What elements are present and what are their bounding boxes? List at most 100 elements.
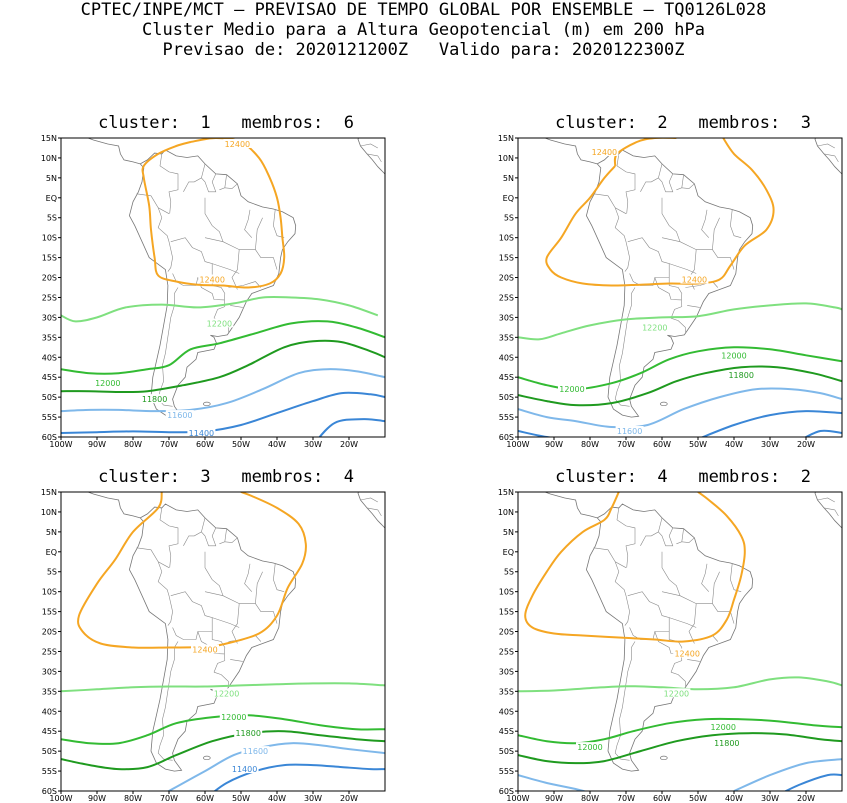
lon-tick-label: 30W <box>761 794 779 803</box>
lon-tick-label: 20W <box>340 794 358 803</box>
coastline-segment <box>545 466 565 490</box>
panel-2-title: cluster: 2 membros: 3 <box>555 113 811 133</box>
lat-tick-label: 40S <box>499 707 514 716</box>
lat-tick-label: 15N <box>41 134 57 143</box>
contour-label-bg <box>165 410 194 420</box>
contour-label: 12000 <box>559 385 584 394</box>
border-line <box>831 456 836 484</box>
lat-tick-label: 25S <box>42 647 57 656</box>
lon-tick-label: 70W <box>617 794 635 803</box>
lon-tick-label: 50W <box>689 794 707 803</box>
border-line <box>640 163 663 192</box>
lat-tick-label: 10S <box>499 588 514 597</box>
lat-tick-label: 25S <box>499 647 514 656</box>
border-line <box>213 306 225 319</box>
lat-tick-label: 30S <box>42 667 57 676</box>
contour-label: 11800 <box>142 395 167 404</box>
lon-tick-label: 50W <box>689 440 707 449</box>
lon-tick-label: 30W <box>304 440 322 449</box>
lat-tick-label: 50S <box>499 393 514 402</box>
contour-label-bg <box>198 274 227 284</box>
lon-tick-label: 30W <box>304 794 322 803</box>
border-line <box>593 547 627 568</box>
contour-label-bg <box>558 384 586 394</box>
lon-tick-label: 60W <box>196 794 214 803</box>
lat-tick-label: 5S <box>504 568 514 577</box>
lon-tick-label: 40W <box>725 794 743 803</box>
contour-12200 <box>61 295 379 323</box>
lat-tick-label: 55S <box>499 767 514 776</box>
lat-tick-label: 40S <box>499 353 514 362</box>
border-line <box>670 671 686 687</box>
lat-tick-label: 30S <box>42 313 57 322</box>
lat-tick-label: 15N <box>41 488 57 497</box>
lat-tick-label: 40S <box>42 707 57 716</box>
border-line <box>213 660 225 673</box>
contour-11400 <box>783 773 842 791</box>
contour-label: 12400 <box>592 148 617 157</box>
map-frame <box>60 491 386 792</box>
contour-label-bg <box>662 688 691 698</box>
lon-tick-label: 20W <box>797 440 815 449</box>
lon-tick-label: 50W <box>232 794 250 803</box>
panel-3-title: cluster: 3 membros: 4 <box>98 467 354 487</box>
border-line <box>817 497 835 503</box>
lat-tick-label: 10S <box>499 234 514 243</box>
border-line <box>159 507 179 568</box>
border-line <box>841 513 842 515</box>
border-line <box>730 209 742 238</box>
contour-11800 <box>61 339 385 394</box>
lon-tick-label: 90W <box>88 794 106 803</box>
lat-tick-label: 10S <box>42 234 57 243</box>
border-line <box>640 517 663 546</box>
contour-11400 <box>518 430 555 437</box>
lat-tick-label: EQ <box>46 194 57 203</box>
border-line <box>712 603 735 624</box>
south-america-coastline <box>128 149 297 418</box>
contour-12400 <box>141 138 286 289</box>
contour-label: 12000 <box>95 379 120 388</box>
lat-tick-label: 15S <box>499 608 514 617</box>
lat-tick-label: 55S <box>42 767 57 776</box>
contour-label-bg <box>140 394 169 404</box>
border-line <box>157 561 173 626</box>
lat-tick-label: 50S <box>499 747 514 756</box>
contour-12200 <box>61 682 385 693</box>
lat-tick-label: 25S <box>499 293 514 302</box>
lat-tick-label: 35S <box>499 687 514 696</box>
contour-label-bg <box>212 688 241 698</box>
contour-12200 <box>518 676 842 693</box>
contour-label-bg <box>709 722 738 732</box>
header-line-3: Previsao de: 2020121200Z Valido para: 20… <box>162 40 685 60</box>
lat-tick-label: 5N <box>46 528 57 537</box>
lat-tick-label: 20S <box>42 628 57 637</box>
lat-tick-label: 35S <box>42 687 57 696</box>
lat-tick-label: 60S <box>499 433 514 442</box>
map-frame <box>517 491 843 792</box>
lon-tick-label: 100W <box>506 440 529 449</box>
contour-label: 12400 <box>682 276 707 285</box>
lat-tick-label: 30S <box>499 667 514 676</box>
contour-11600 <box>733 758 842 791</box>
contour-label: 12200 <box>207 319 232 328</box>
lon-tick-label: 20W <box>340 440 358 449</box>
falklands-island <box>202 755 211 761</box>
border-line <box>614 207 630 272</box>
border-line <box>701 209 710 238</box>
lat-tick-label: 30S <box>499 313 514 322</box>
lon-tick-label: 90W <box>88 440 106 449</box>
lon-tick-label: 70W <box>617 440 635 449</box>
lat-tick-label: 45S <box>42 727 57 736</box>
contour-11800 <box>518 732 842 765</box>
border-line <box>817 143 835 149</box>
contour-11600 <box>61 368 385 413</box>
header-line-2: Cluster Medio para a Altura Geopotencial… <box>142 20 705 40</box>
coastline-segment <box>610 473 632 480</box>
border-line <box>823 507 839 517</box>
border-line <box>273 563 285 592</box>
contour-label: 12000 <box>221 713 246 722</box>
contour-11400 <box>61 391 385 434</box>
